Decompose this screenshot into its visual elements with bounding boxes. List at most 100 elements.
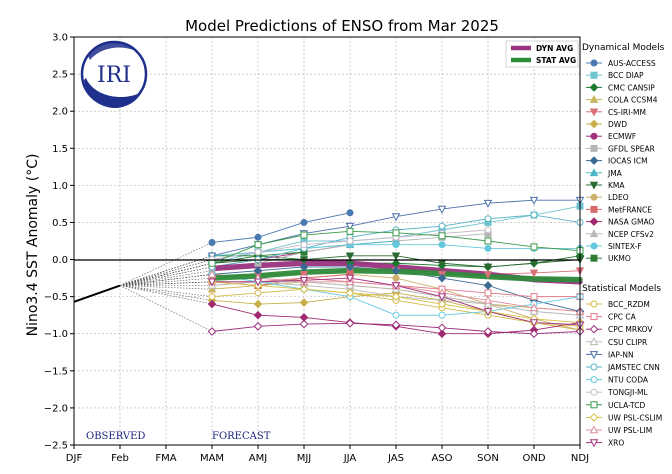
observed-connector: [119, 277, 213, 286]
legend-label: NASA GMAO: [608, 218, 654, 227]
legend-label: MetFRANCE: [608, 205, 652, 214]
observed-line: [73, 284, 121, 303]
legend-swatch-marker: [589, 119, 599, 129]
legend-swatch-marker: [589, 181, 599, 190]
model-point: [529, 303, 539, 312]
model-point: [529, 196, 539, 205]
model-point: [207, 284, 217, 293]
model-point: [530, 243, 538, 251]
y-tick-label: 3.0: [52, 33, 68, 44]
average-legend-label: STAT AVG: [536, 56, 576, 65]
model-point: [392, 241, 400, 249]
model-point: [346, 237, 354, 245]
y-tick-label: −1.0: [44, 329, 68, 340]
observed-connector: [119, 266, 213, 286]
legend-swatch-marker: [590, 313, 598, 321]
legend-label: SINTEX-F: [608, 242, 642, 251]
legend-swatch-marker: [590, 144, 598, 152]
model-point: [207, 269, 217, 278]
legend-label: CSU CLIPR: [608, 338, 647, 347]
model-point: [207, 278, 217, 287]
legend-label: GFDL SPEAR: [608, 144, 655, 153]
observed-connector: [119, 274, 213, 286]
legend-label: KMA: [608, 181, 625, 190]
model-point: [254, 241, 262, 249]
model-point: [483, 327, 493, 336]
observed-segment: [73, 284, 121, 303]
y-tick-label: 2.5: [52, 70, 68, 81]
legend-swatch-marker: [590, 363, 598, 371]
x-tick-label: DJF: [66, 453, 83, 464]
model-point: [484, 215, 492, 223]
model-point: [391, 282, 401, 291]
observed-connector: [119, 285, 213, 332]
model-point: [345, 252, 355, 261]
model-point: [438, 311, 446, 319]
legend-swatch-marker: [589, 229, 599, 238]
legend-swatch-marker: [590, 300, 598, 308]
observed-connector: [119, 255, 213, 286]
model-point: [299, 277, 309, 285]
x-tick-label: MAM: [200, 453, 224, 464]
x-tick-label: NDJ: [571, 453, 589, 464]
x-tick-label: JAS: [387, 453, 404, 464]
x-tick-label: SON: [477, 453, 499, 464]
observed-connector: [119, 285, 213, 305]
chart-title: Model Predictions of ENSO from Mar 2025: [185, 17, 499, 35]
observed-connector: [119, 281, 213, 286]
model-point: [208, 259, 216, 267]
model-point: [299, 319, 309, 329]
y-axis-label: Nino3.4 SST Anomaly (°C): [25, 154, 41, 337]
legend-swatch-marker: [589, 94, 599, 103]
legend-swatch-marker: [589, 439, 599, 448]
model-point: [483, 199, 493, 208]
y-tick-label: 1.0: [52, 181, 68, 192]
model-point: [345, 262, 355, 272]
model-point: [484, 244, 492, 252]
model-point: [438, 222, 446, 230]
legend-swatch-marker: [590, 254, 598, 262]
legend-swatch-marker: [589, 337, 599, 346]
legend-header: Statistical Models: [582, 284, 661, 294]
legend-label: AUS-ACCESS: [608, 59, 656, 68]
x-tick-label: AMJ: [249, 453, 267, 464]
legend-swatch-marker: [590, 376, 598, 384]
legend-swatch-marker: [590, 388, 598, 396]
legend-label: NCEP CFSv2: [608, 230, 654, 239]
model-point: [483, 295, 493, 304]
model-point: [483, 263, 493, 272]
model-point: [437, 299, 447, 309]
model-point: [253, 299, 263, 309]
logo-text: IRI: [97, 63, 131, 88]
model-point: [437, 273, 447, 283]
legend-label: IAP-NN: [608, 350, 634, 359]
model-point: [484, 226, 492, 234]
average-legend: DYN AVG STAT AVG: [505, 40, 579, 68]
model-point: [484, 237, 492, 245]
y-tick-label: 0.0: [52, 255, 68, 266]
model-point: [300, 218, 308, 226]
model-point: [438, 241, 446, 249]
legend-swatch-marker: [590, 401, 598, 409]
y-tick-label: 0.5: [52, 218, 68, 229]
model-point: [392, 311, 400, 319]
observed-connector: [119, 259, 213, 286]
model-point: [346, 227, 354, 235]
average-legend-box: [505, 40, 579, 68]
x-tick-label: Feb: [111, 453, 129, 464]
legend-swatch-marker: [590, 59, 598, 67]
model-point: [391, 252, 401, 261]
observed-connector: [119, 285, 213, 301]
model-point: [299, 262, 309, 272]
model-point: [299, 298, 309, 307]
legend-label: CPC CA: [608, 313, 637, 322]
model-point: [483, 281, 493, 290]
legend-label: LDEO: [608, 193, 629, 202]
model-point: [345, 280, 355, 289]
iri-logo: IRI: [80, 40, 148, 109]
legend-label: NTU CODA: [608, 376, 649, 385]
legend-swatch-marker: [590, 242, 598, 250]
observed-connector: [119, 270, 213, 286]
legend-label: BCC DIAP: [608, 71, 644, 80]
legend-label: JMA: [607, 169, 623, 178]
